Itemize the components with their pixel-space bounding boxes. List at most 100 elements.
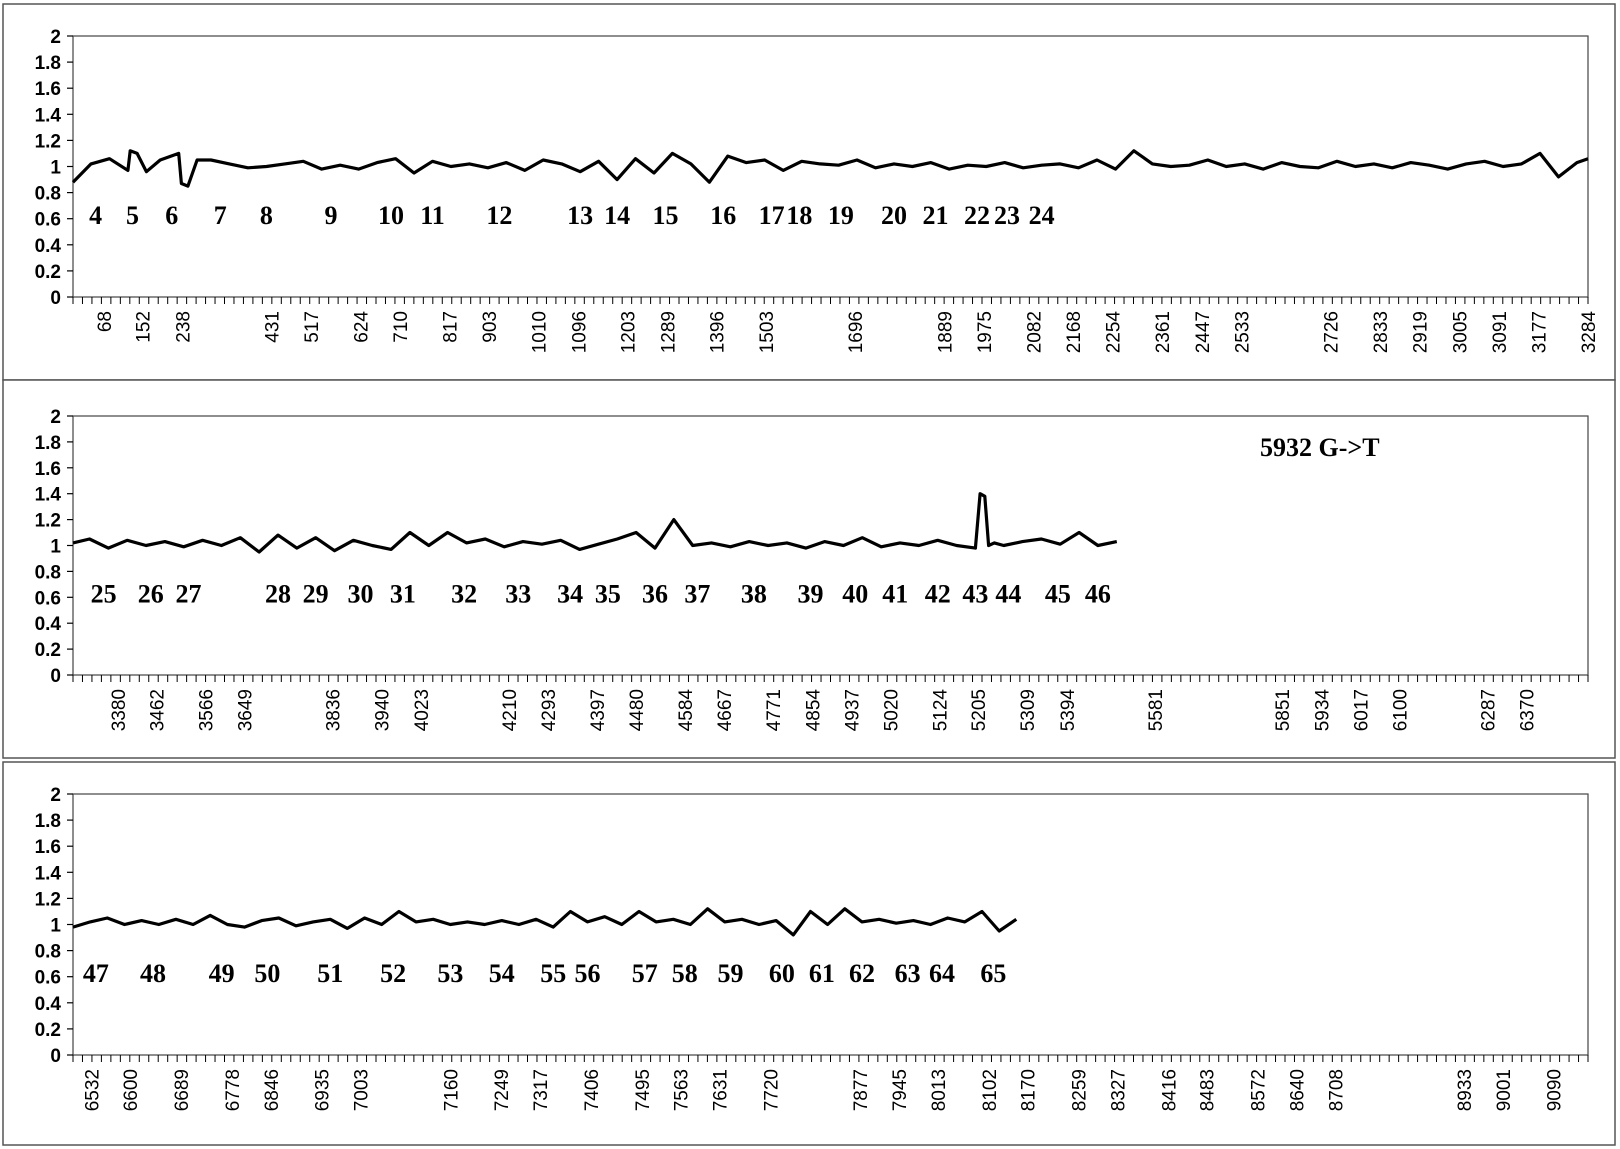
x-tick-label: 6017 bbox=[1351, 689, 1372, 731]
x-tick-label: 6689 bbox=[172, 1069, 193, 1111]
exon-label: 54 bbox=[489, 959, 515, 988]
x-tick-label: 7317 bbox=[531, 1069, 552, 1111]
x-tick-label: 4584 bbox=[676, 689, 697, 732]
y-tick-label: 1.2 bbox=[35, 511, 61, 532]
x-tick-label: 1889 bbox=[935, 311, 956, 353]
y-tick-label: 2 bbox=[50, 407, 61, 428]
x-tick-label: 1975 bbox=[975, 311, 996, 353]
exon-label: 27 bbox=[175, 579, 201, 608]
exon-label: 25 bbox=[91, 579, 117, 608]
exon-label: 35 bbox=[595, 579, 621, 608]
x-tick-label: 817 bbox=[441, 311, 462, 343]
x-tick-label: 2726 bbox=[1322, 311, 1343, 353]
x-tick-label: 8572 bbox=[1249, 1069, 1270, 1111]
exon-label: 43 bbox=[962, 579, 988, 608]
chart-panel-2: 0 0.2 0.4 0.6 0.8 1 1.2 1.4 1.6 1.8 2 3380 3462 3566 3… bbox=[2, 379, 1616, 759]
exon-label: 17 bbox=[759, 201, 785, 230]
y-tick-label: 1.8 bbox=[35, 433, 61, 454]
exon-label: 47 bbox=[83, 959, 109, 988]
x-tick-label: 8170 bbox=[1019, 1069, 1040, 1111]
exon-label: 23 bbox=[994, 201, 1020, 230]
chart-panel-3: 0 0.2 0.4 0.6 0.8 1 1.2 1.4 1.6 1.8 2 6532 6600 6689 6… bbox=[2, 761, 1616, 1146]
y-tick-label: 2 bbox=[50, 785, 61, 806]
y-tick-label: 1.4 bbox=[35, 105, 62, 126]
exon-label: 56 bbox=[575, 959, 601, 988]
exon-label: 18 bbox=[786, 201, 812, 230]
y-tick-label: 0.4 bbox=[35, 614, 62, 635]
x-tick-label: 7563 bbox=[672, 1069, 693, 1111]
x-tick-label: 5394 bbox=[1058, 689, 1079, 732]
x-tick-label: 6778 bbox=[223, 1069, 244, 1111]
y-tick-label: 0.6 bbox=[35, 210, 61, 231]
x-tick-label: 4480 bbox=[627, 689, 648, 731]
exon-label: 61 bbox=[809, 959, 835, 988]
data-trace-line bbox=[71, 149, 1589, 188]
exon-label: 10 bbox=[378, 201, 404, 230]
exon-label: 65 bbox=[980, 959, 1006, 988]
y-tick-label: 1.4 bbox=[35, 863, 62, 884]
x-tick-label: 1396 bbox=[708, 311, 729, 353]
y-tick-label: 1.4 bbox=[35, 485, 62, 506]
x-tick-label: 2254 bbox=[1104, 311, 1125, 354]
x-tick-label: 4293 bbox=[539, 689, 560, 731]
x-tick-label: 5020 bbox=[882, 689, 903, 731]
x-tick-label: 7631 bbox=[711, 1069, 732, 1111]
x-tick-label: 5124 bbox=[931, 689, 952, 732]
x-tick-label: 6846 bbox=[262, 1069, 283, 1111]
exon-label: 41 bbox=[882, 579, 908, 608]
exon-label: 12 bbox=[486, 201, 512, 230]
x-tick-label: 1096 bbox=[569, 311, 590, 353]
x-tick-label: 5851 bbox=[1273, 689, 1294, 731]
x-tick-label: 7249 bbox=[492, 1069, 513, 1111]
panel-frame bbox=[2, 3, 1616, 381]
x-tick-label: 9090 bbox=[1545, 1069, 1566, 1111]
exon-label: 5 bbox=[126, 201, 139, 230]
exon-label: 57 bbox=[632, 959, 658, 988]
y-tick-label: 1.8 bbox=[35, 53, 61, 74]
y-tick-label: 1 bbox=[50, 916, 61, 937]
exon-label: 24 bbox=[1029, 201, 1055, 230]
exon-label: 4 bbox=[89, 201, 102, 230]
x-tick-label: 4937 bbox=[842, 689, 863, 731]
exon-label: 49 bbox=[209, 959, 235, 988]
y-tick-label: 0.8 bbox=[35, 184, 61, 205]
x-tick-label: 8327 bbox=[1108, 1069, 1129, 1111]
exon-label: 15 bbox=[653, 201, 679, 230]
exon-label: 28 bbox=[265, 579, 291, 608]
y-tick-label: 0.6 bbox=[35, 968, 61, 989]
y-tick-label: 1.2 bbox=[35, 889, 61, 910]
data-trace-line bbox=[72, 907, 1018, 937]
x-tick-label: 1010 bbox=[530, 311, 551, 353]
x-tick-label: 9001 bbox=[1494, 1069, 1515, 1111]
exon-label: 26 bbox=[138, 579, 164, 608]
y-tick-label: 0 bbox=[50, 1046, 61, 1067]
exon-label: 53 bbox=[437, 959, 463, 988]
y-tick-label: 1.2 bbox=[35, 131, 61, 152]
y-tick-label: 0 bbox=[50, 288, 61, 309]
x-tick-label: 2447 bbox=[1193, 311, 1214, 353]
y-tick-label: 1.6 bbox=[35, 459, 61, 480]
y-tick-label: 1.6 bbox=[35, 837, 61, 858]
y-tick-label: 0.8 bbox=[35, 562, 61, 583]
x-tick-label: 3177 bbox=[1530, 311, 1551, 353]
y-tick-label: 1.8 bbox=[35, 811, 61, 832]
x-tick-label: 2082 bbox=[1024, 311, 1045, 353]
x-tick-label: 6532 bbox=[82, 1069, 103, 1111]
exon-label: 59 bbox=[717, 959, 743, 988]
y-tick-label: 2 bbox=[50, 27, 61, 48]
exon-label: 55 bbox=[540, 959, 566, 988]
x-tick-label: 7720 bbox=[761, 1069, 782, 1111]
x-tick-label: 5934 bbox=[1312, 689, 1333, 732]
exon-label: 44 bbox=[995, 579, 1021, 608]
exon-label: 8 bbox=[260, 201, 273, 230]
exon-label: 32 bbox=[451, 579, 477, 608]
exon-label: 21 bbox=[922, 201, 948, 230]
y-tick-label: 0 bbox=[50, 666, 61, 687]
x-tick-label: 6935 bbox=[313, 1069, 334, 1111]
exon-label: 40 bbox=[842, 579, 868, 608]
x-tick-label: 624 bbox=[351, 311, 372, 343]
exon-label: 34 bbox=[557, 579, 583, 608]
y-tick-label: 0.2 bbox=[35, 262, 61, 283]
